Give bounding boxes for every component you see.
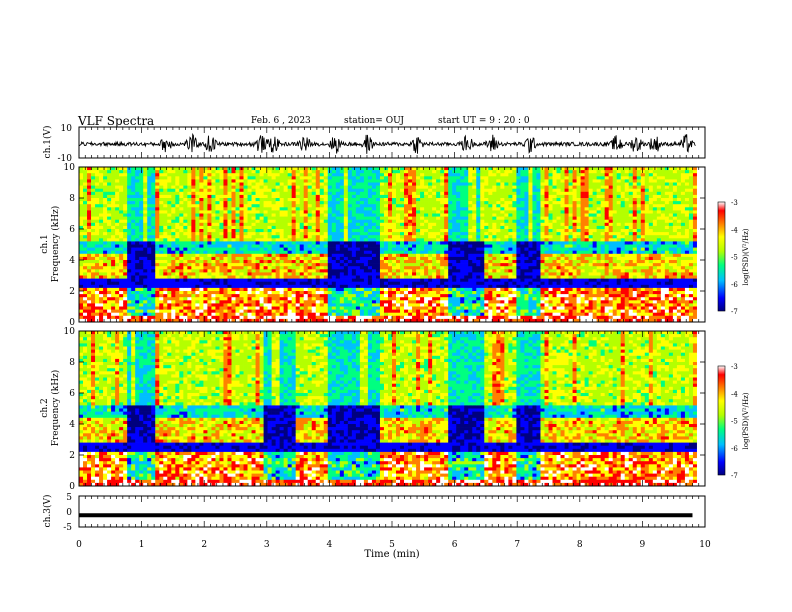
figure-title: VLF Spectra xyxy=(78,114,155,128)
ch2-spec-ytick-label: 0 xyxy=(69,482,75,492)
ch1-spec-ytick-label: 0 xyxy=(69,318,75,328)
ch2-spec-ytick-label: 2 xyxy=(69,451,75,461)
ch1-ylabel-channel: ch.1 xyxy=(40,234,50,253)
ch1-colorbar-tick: -4 xyxy=(731,226,738,234)
ch2-colorbar-tick: -4 xyxy=(731,390,738,398)
ch2-colorbar-tick: -6 xyxy=(731,445,738,453)
x-tick-label: 4 xyxy=(327,540,333,550)
ch1-waveform-trace xyxy=(78,132,696,154)
x-tick-label: 2 xyxy=(201,540,207,550)
x-tick-label: 1 xyxy=(139,540,145,550)
ch2-colorbar-tick: -5 xyxy=(731,418,738,426)
ch1-spec-ytick-label: 10 xyxy=(64,163,76,173)
ch2-spec-ytick-label: 4 xyxy=(69,420,75,430)
x-tick-label: 5 xyxy=(389,540,395,550)
ch1-spec-ytick-label: 4 xyxy=(69,256,75,266)
ch2-spec-ytick-label: 8 xyxy=(69,358,75,368)
x-tick-label: 7 xyxy=(514,540,520,550)
ch2-spectrogram-image xyxy=(79,331,706,487)
ch3-ylabel: ch.3(V) xyxy=(42,495,53,528)
ch1-colorbar-tick: -5 xyxy=(731,254,738,262)
ch3-ytick-mid: 0 xyxy=(66,508,72,518)
ch2-colorbar-label: log(PSD)(V²/Hz) xyxy=(742,392,750,449)
ch2-spec-ytick-label: 10 xyxy=(64,327,76,337)
ch1-ylabel: ch.1(V) xyxy=(42,126,53,159)
x-tick-label: 9 xyxy=(640,540,646,550)
ch1-colorbar xyxy=(717,201,726,312)
x-tick-label: 3 xyxy=(264,540,270,550)
ch1-colorbar-tick: -3 xyxy=(731,199,738,207)
x-tick-label: 6 xyxy=(452,540,458,550)
ch3-ytick-top: 5 xyxy=(66,493,72,503)
x-tick-label: 10 xyxy=(699,540,711,550)
ch3-ytick-bottom: -5 xyxy=(63,523,72,533)
ch1-ytick-top: 10 xyxy=(61,124,73,134)
start-time-label: start UT = 9 : 20 : 0 xyxy=(438,116,530,126)
ch1-spectrogram-image xyxy=(79,167,706,323)
ch2-ylabel-channel: ch.2 xyxy=(40,398,50,417)
ch1-colorbar-tick: -6 xyxy=(731,281,738,289)
ch1-spec-ytick-label: 6 xyxy=(69,225,75,235)
x-axis-label: Time (min) xyxy=(364,549,419,560)
ch2-colorbar xyxy=(717,365,726,476)
date-label: Feb. 6 , 2023 xyxy=(251,116,311,126)
ch1-spec-ytick-label: 8 xyxy=(69,194,75,204)
station-label: station= OUJ xyxy=(344,116,405,126)
ch1-colorbar-label: log(PSD)(V²/Hz) xyxy=(742,228,750,285)
ch2-ylabel-frequency: Frequency (kHz) xyxy=(50,370,61,447)
ch1-colorbar-tick: -7 xyxy=(731,308,738,316)
x-tick-label: 0 xyxy=(76,540,82,550)
x-tick-label: 8 xyxy=(577,540,583,550)
ch1-ytick-bottom: -10 xyxy=(58,154,73,164)
ch2-colorbar-tick: -7 xyxy=(731,472,738,480)
ch2-spec-ytick-label: 6 xyxy=(69,389,75,399)
ch1-spec-ytick-label: 2 xyxy=(69,287,75,297)
ch1-ylabel-frequency: Frequency (kHz) xyxy=(50,206,61,283)
ch2-colorbar-tick: -3 xyxy=(731,363,738,371)
